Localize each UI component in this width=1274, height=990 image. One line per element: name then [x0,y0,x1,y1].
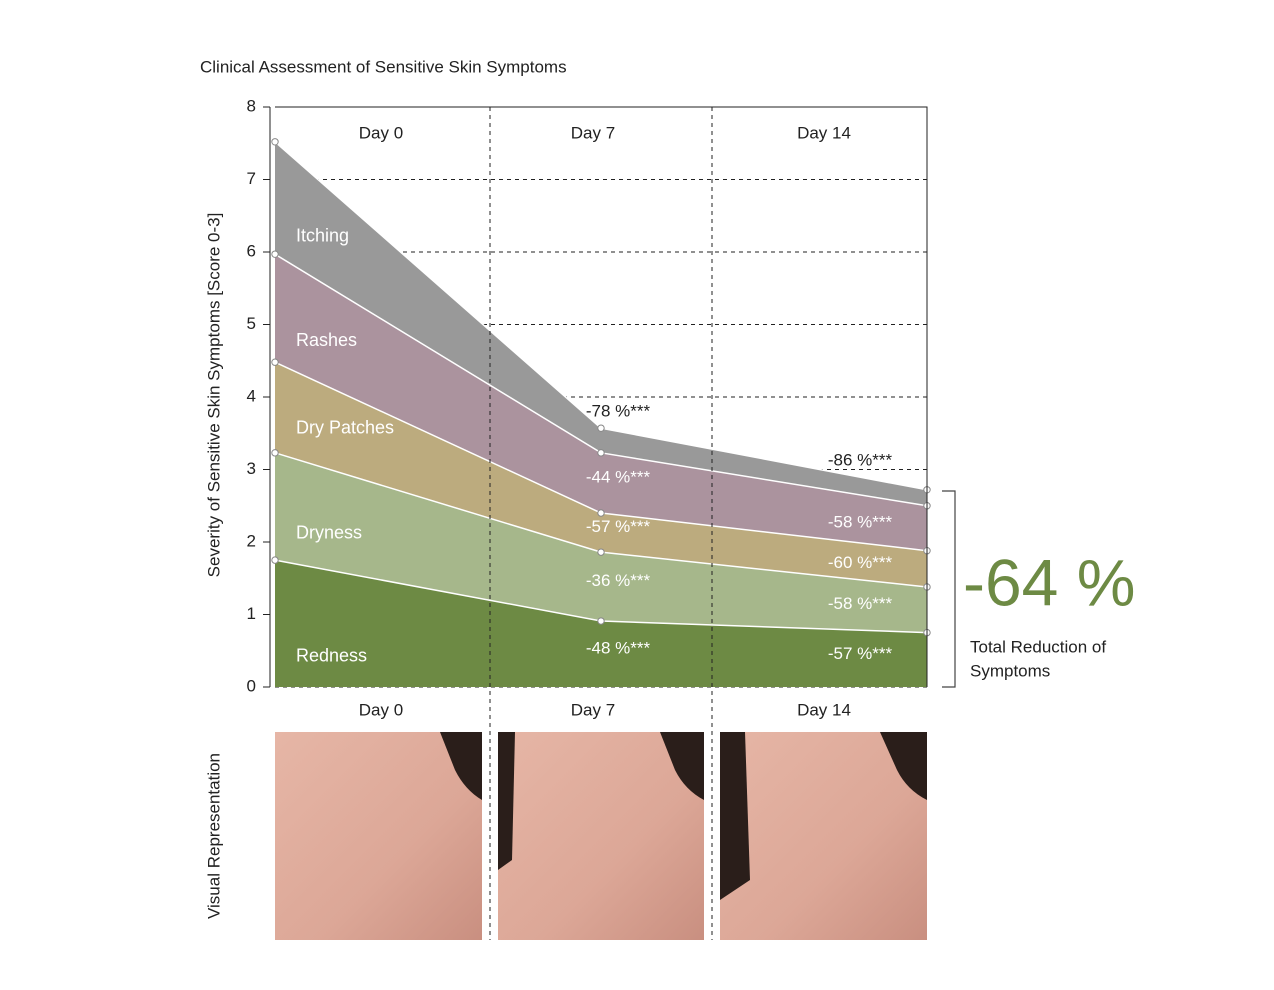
headline: -64 % [963,545,1135,619]
photo-label: Day 7 [571,700,615,719]
area [275,362,927,587]
series-label: Redness [296,645,367,665]
change-label: -36 %*** [586,571,651,590]
photo [275,732,482,940]
y-tick-label: 6 [247,241,256,260]
change-label: -57 %*** [828,644,893,663]
change-label: -78 %*** [586,402,651,421]
y-tick-label: 3 [247,459,256,478]
marker [271,250,279,258]
marker [597,617,605,625]
photo-y-label: Visual Representation [204,753,223,919]
y-tick-label: 1 [247,604,256,623]
column-label: Day 7 [571,123,615,142]
change-label: -48 %*** [586,638,651,657]
marker [597,509,605,517]
y-axis-label: Severity of Sensitive Skin Symptoms [Sco… [204,213,223,578]
marker [597,424,605,432]
change-label: -44 %*** [586,467,651,486]
y-tick-label: 4 [247,386,256,405]
y-tick-label: 7 [247,169,256,188]
marker [271,358,279,366]
caption: Total Reduction of [970,637,1106,656]
series-label: Rashes [296,330,357,350]
marker [271,449,279,457]
areas: Redness -48 %*** -57 %*** Dryness -36 %*** -5… [271,138,931,687]
change-label: -86 %*** [828,450,893,469]
photo-background [660,732,704,800]
series-label: Dry Patches [296,418,394,438]
series-label: Itching [296,225,349,245]
change-label: -58 %*** [828,513,893,532]
area [275,452,927,633]
change-label: -57 %*** [586,517,651,536]
change-label: -60 %*** [828,553,893,572]
y-tick-label: 0 [247,676,256,695]
area [275,141,927,506]
photo-background [720,732,750,900]
plot-frame [275,106,928,687]
photo [498,732,704,940]
caption: Symptoms [970,661,1050,680]
change-label: -58 %*** [828,594,893,613]
marker [271,138,279,146]
series-label: Dryness [296,522,362,542]
chart-title: Clinical Assessment of Sensitive Skin Sy… [200,57,567,76]
photo-background [440,732,482,800]
photo-label: Day 0 [359,700,403,719]
total-bracket [942,490,956,688]
y-tick-label: 5 [247,314,256,333]
marker [597,449,605,457]
photo [720,732,927,940]
y-tick-label: 8 [247,96,256,115]
photo-background [880,732,927,800]
y-tick-label: 2 [247,531,256,550]
photos [275,732,927,940]
column-label: Day 0 [359,123,403,142]
area [275,254,927,551]
photo-label: Day 14 [797,700,851,719]
marker [597,548,605,556]
marker [271,556,279,564]
photo-background [498,732,515,870]
column-label: Day 14 [797,123,851,142]
